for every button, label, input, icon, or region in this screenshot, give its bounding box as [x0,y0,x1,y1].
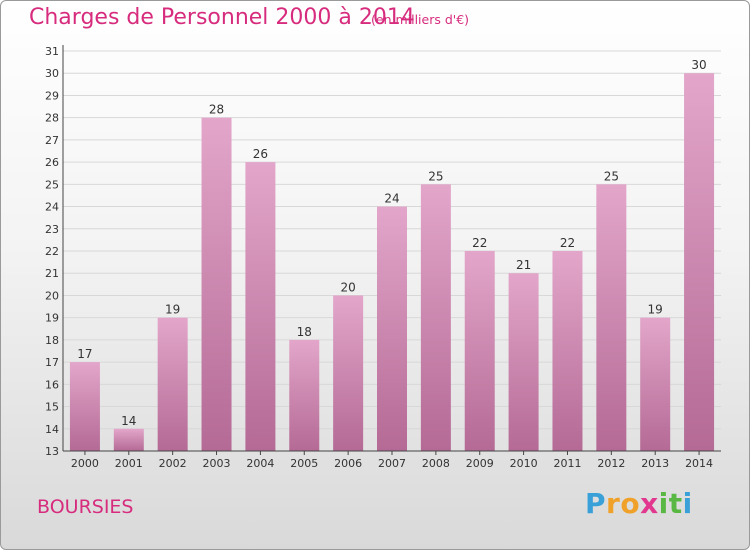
data-label: 21 [516,258,531,272]
x-tick-label: 2003 [203,457,231,470]
bar[interactable] [201,117,232,452]
x-tick-label: 2009 [466,457,494,470]
x-tick-label: 2007 [378,457,406,470]
bar[interactable] [508,273,539,451]
bar[interactable] [420,184,451,452]
data-label: 25 [428,169,443,183]
bar[interactable] [113,428,144,451]
x-tick-label: 2006 [334,457,362,470]
x-tick-label: 2001 [115,457,143,470]
logo-letter: i [658,487,669,520]
logo-letter: P [585,487,607,520]
data-label: 20 [340,280,355,294]
bar[interactable] [640,317,671,451]
bar[interactable] [245,162,276,451]
data-label: 14 [121,414,136,428]
bar[interactable] [464,251,495,451]
bar[interactable] [684,73,715,451]
y-tick-label: 28 [45,112,59,125]
data-label: 30 [691,58,706,72]
y-tick-label: 20 [45,289,59,302]
y-tick-label: 17 [45,356,59,369]
x-tick-label: 2014 [685,457,713,470]
data-label: 19 [165,303,180,317]
y-tick-label: 26 [45,156,59,169]
y-tick-label: 22 [45,245,59,258]
place-name: BOURSIES [37,496,134,518]
y-tick-label: 29 [45,89,59,102]
logo-letter: i [682,487,693,520]
logo-letter: t [668,487,683,520]
y-tick-label: 14 [45,423,59,436]
data-label: 22 [560,236,575,250]
x-tick-label: 2008 [422,457,450,470]
y-tick-label: 19 [45,312,59,325]
y-tick-label: 30 [45,67,59,80]
chart-title: Charges de Personnel 2000 à 2014 [29,5,415,30]
logo-letter: r [606,487,621,520]
data-label: 25 [604,169,619,183]
bar[interactable] [552,251,583,451]
bar[interactable] [596,184,627,452]
bar[interactable] [157,317,188,451]
x-tick-label: 2005 [290,457,318,470]
data-label: 22 [472,236,487,250]
logo-letter: x [640,487,659,520]
y-tick-label: 13 [45,445,59,458]
proxiti-logo[interactable]: Proxiti [585,487,693,520]
chart-subtitle: (en milliers d'€) [371,12,470,27]
y-tick-label: 21 [45,267,59,280]
y-tick-label: 15 [45,401,59,414]
axes: 13 14 15 16 17 18 19 20 21 22 23 24 25 26 27 28 29 30 31 17… [45,45,721,470]
y-tick-label: 16 [45,378,59,391]
logo-letter: o [620,487,641,520]
data-label: 19 [648,303,663,317]
bars [69,73,715,452]
y-tick-label: 18 [45,334,59,347]
data-label: 17 [77,347,92,361]
x-tick-label: 2013 [641,457,669,470]
x-tick-label: 2010 [510,457,538,470]
x-tick-label: 2011 [553,457,581,470]
y-tick-label: 24 [45,201,59,214]
x-tick-label: 2004 [246,457,274,470]
data-label: 26 [253,147,268,161]
x-tick-label: 2012 [597,457,625,470]
x-tick-label: 2000 [71,457,99,470]
x-tick-label: 2002 [159,457,187,470]
y-tick-label: 31 [45,45,59,58]
y-tick-label: 23 [45,223,59,236]
bar[interactable] [69,362,100,451]
data-label: 28 [209,103,224,117]
bar[interactable] [377,206,407,451]
data-label: 24 [384,192,399,206]
data-label: 18 [297,325,312,339]
bar[interactable] [333,295,364,451]
y-tick-label: 27 [45,134,59,147]
y-tick-label: 25 [45,178,59,191]
bar[interactable] [289,339,320,451]
